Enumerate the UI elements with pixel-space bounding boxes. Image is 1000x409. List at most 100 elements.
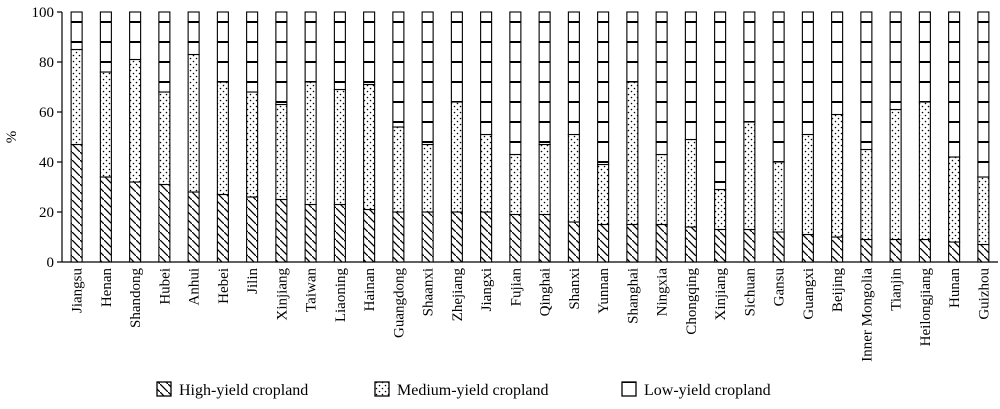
bar-segment-medium xyxy=(684,138,697,228)
bar-segment-high xyxy=(99,176,112,263)
bar-segment-high xyxy=(538,213,551,263)
bar-segment-high xyxy=(772,231,785,263)
bar-segment-medium xyxy=(333,88,346,206)
category-label: Shanxi xyxy=(567,268,583,310)
bar-segment-high xyxy=(509,213,522,263)
y-axis-label: % xyxy=(4,131,20,144)
category-label: Hunan xyxy=(947,268,963,308)
bar-segment-low xyxy=(889,11,902,111)
bar-segment-medium xyxy=(597,163,610,226)
bar-segment-medium xyxy=(275,103,288,201)
bar-segment-high xyxy=(743,228,756,263)
bar-segment-low xyxy=(831,11,844,116)
legend-label: Medium-yield cropland xyxy=(397,382,549,399)
bar-segment-medium xyxy=(772,161,785,233)
bar-segment-medium xyxy=(392,126,405,213)
bar-segment-medium xyxy=(626,81,639,226)
bar-segment-medium xyxy=(363,83,376,211)
bar-segment-high xyxy=(450,211,463,263)
bar-segment-medium xyxy=(70,48,83,146)
bar-segment-low xyxy=(363,11,376,86)
bar-segment-low xyxy=(655,11,668,156)
category-label: Gansu xyxy=(772,268,788,307)
bar-segment-medium xyxy=(860,148,873,241)
bar-segment-medium xyxy=(538,143,551,216)
bar-segment-high xyxy=(275,198,288,263)
bar-segment-high xyxy=(333,203,346,263)
bar-segment-low xyxy=(421,11,434,146)
bar-segment-high xyxy=(626,223,639,263)
bar-segment-medium xyxy=(831,113,844,238)
bar-segment-high xyxy=(421,211,434,263)
bar-segment-low xyxy=(216,11,229,83)
bar-segment-high xyxy=(889,238,902,263)
bar-segment-low xyxy=(509,11,522,156)
legend-swatch xyxy=(621,381,637,397)
bar-segment-high xyxy=(597,223,610,263)
bar-segment-medium xyxy=(509,153,522,216)
category-label: Qinghai xyxy=(538,268,554,316)
bar-segment-low xyxy=(801,11,814,136)
bar-segment-high xyxy=(831,236,844,263)
bar-segment-medium xyxy=(421,143,434,213)
bar-segment-low xyxy=(948,11,961,158)
bar-segment-low xyxy=(567,11,580,136)
legend-label: High-yield cropland xyxy=(179,382,308,399)
bar-segment-medium xyxy=(655,153,668,226)
bar-segment-medium xyxy=(450,101,463,213)
bar-segment-low xyxy=(246,11,259,93)
bar-segment-medium xyxy=(129,58,142,183)
bar-segment-low xyxy=(684,11,697,141)
bar-segment-low xyxy=(275,11,288,106)
bar-segment-high xyxy=(70,143,83,263)
bar-segment-low xyxy=(772,11,785,163)
bar-segment-high xyxy=(304,203,317,263)
bar-segment-low xyxy=(743,11,756,123)
bar-segment-low xyxy=(480,11,493,136)
category-label: Jiangsu xyxy=(70,268,86,314)
category-label: Liaoning xyxy=(333,268,349,323)
category-label: Inner Mongolia xyxy=(859,268,875,362)
bar-segment-low xyxy=(304,11,317,83)
bar-segment-low xyxy=(860,11,873,151)
bar-segment-high xyxy=(187,191,200,263)
bar-segment-medium xyxy=(977,176,990,246)
bar-segment-medium xyxy=(246,91,259,198)
bar-segment-high xyxy=(801,233,814,263)
category-label: Hebei xyxy=(216,268,232,304)
bar-segment-medium xyxy=(187,53,200,193)
bar-segment-low xyxy=(187,11,200,56)
category-label: Guizhou xyxy=(976,268,992,320)
bar-segment-high xyxy=(977,243,990,263)
category-label: Shandong xyxy=(128,268,144,329)
bar-segment-medium xyxy=(948,156,961,243)
category-label: Fujian xyxy=(508,268,524,307)
bar-segment-high xyxy=(158,183,171,263)
category-label: Sichuan xyxy=(742,268,758,317)
category-label: Henan xyxy=(99,268,115,308)
bar-segment-low xyxy=(70,11,83,51)
legend-swatch xyxy=(374,381,390,397)
bar-segment-low xyxy=(392,11,405,128)
bar-segment-high xyxy=(480,211,493,263)
y-tick-label: 60 xyxy=(39,105,54,121)
category-label: Shanghai xyxy=(625,268,641,324)
bar-segment-medium xyxy=(158,91,171,186)
bars-layer xyxy=(70,11,990,263)
bar-segment-medium xyxy=(714,188,727,231)
category-label: Jilin xyxy=(245,268,261,294)
bar-segment-high xyxy=(684,226,697,263)
bar-segment-high xyxy=(918,238,931,263)
category-label: Jiangxi xyxy=(479,268,495,311)
category-label: Zhejiang xyxy=(450,268,466,322)
bar-segment-high xyxy=(246,196,259,263)
bar-segment-medium xyxy=(889,108,902,241)
bar-segment-medium xyxy=(801,133,814,236)
category-label: Heilongjiang xyxy=(918,268,934,347)
bar-segment-low xyxy=(129,11,142,61)
bar-segment-low xyxy=(626,11,639,83)
bar-segment-medium xyxy=(743,121,756,231)
category-label: Yunnan xyxy=(596,268,612,314)
category-label: Ningxia xyxy=(655,268,671,317)
category-label: Xinjiang xyxy=(713,268,729,321)
